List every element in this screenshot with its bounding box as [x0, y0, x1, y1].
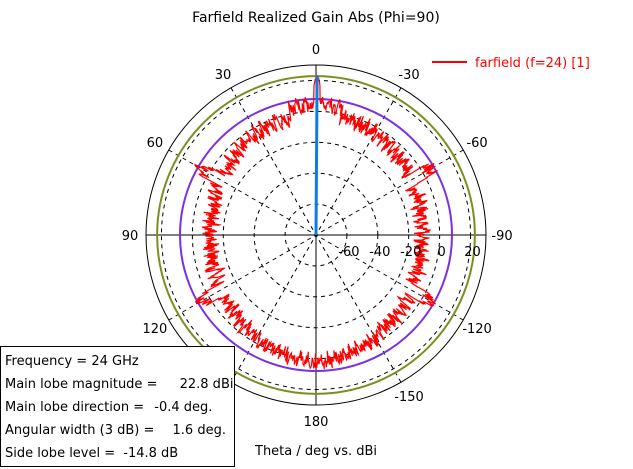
- info-main-lobe-direction: Main lobe direction = -0.4 deg.: [5, 400, 213, 415]
- angle-tick-label: -120: [462, 322, 492, 337]
- angle-tick-label: 90: [122, 229, 139, 244]
- angle-tick-label: -150: [394, 390, 424, 405]
- radial-tick-label: -20: [400, 245, 421, 260]
- info-angular-width: Angular width (3 dB) = 1.6 deg.: [5, 423, 226, 438]
- angle-tick-label: 120: [143, 322, 168, 337]
- info-side-lobe-level: Side lobe level = -14.8 dB: [5, 446, 179, 461]
- radial-tick-label: -40: [369, 245, 390, 260]
- radial-tick-label: -60: [338, 245, 359, 260]
- pattern-series: [194, 75, 438, 370]
- angle-tick-label: 60: [147, 136, 164, 151]
- info-main-lobe-magnitude: Main lobe magnitude = 22.8 dBi: [5, 377, 234, 392]
- angle-tick-label: 0: [312, 43, 320, 58]
- angle-tick-label: -90: [491, 229, 512, 244]
- results-info-box: Frequency = 24 GHz Main lobe magnitude =…: [0, 346, 235, 467]
- info-frequency: Frequency = 24 GHz: [5, 354, 139, 369]
- angle-tick-label: 180: [304, 415, 329, 430]
- radial-tick-label: 20: [464, 245, 481, 260]
- legend-label: farfield (f=24) [1]: [475, 56, 590, 71]
- chart-title: Farfield Realized Gain Abs (Phi=90): [192, 10, 440, 26]
- radial-tick-label: 0: [437, 245, 445, 260]
- angle-tick-label: -60: [466, 136, 487, 151]
- radial-tick-labels: -60 -40 -20 0 20: [338, 245, 481, 260]
- axis-caption: Theta / deg vs. dBi: [254, 444, 377, 459]
- angle-tick-label: -30: [398, 68, 419, 83]
- angle-tick-label: 30: [215, 68, 232, 83]
- main-lobe-marker: [314, 76, 319, 236]
- legend: farfield (f=24) [1]: [432, 56, 590, 71]
